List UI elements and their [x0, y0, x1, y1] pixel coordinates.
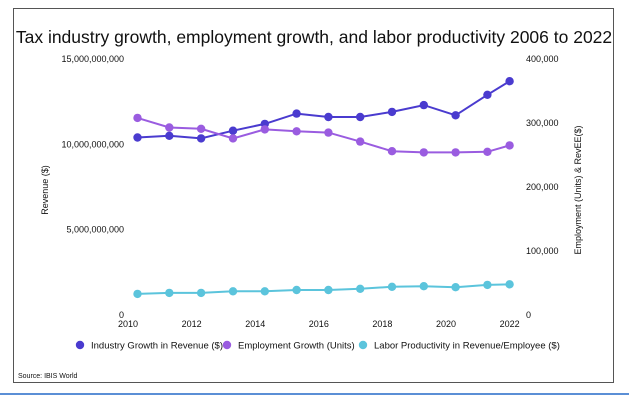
data-point [356, 284, 365, 293]
data-point [324, 112, 333, 122]
data-point [451, 283, 460, 292]
data-point [165, 131, 174, 140]
data-point [292, 109, 301, 118]
right-tick-label: 300,000 [526, 118, 559, 128]
left-tick-label: 0 [119, 310, 124, 320]
x-tick-label: 2020 [436, 319, 456, 329]
right-tick-label: 0 [526, 310, 531, 320]
data-point [356, 112, 365, 122]
x-tick-label: 2012 [182, 319, 202, 329]
right-axis-label: Employment (Units) & RevEE($) [573, 125, 583, 254]
data-point [196, 288, 206, 298]
chart-title: Tax industry growth, employment growth, … [16, 27, 612, 47]
left-tick-label: 15,000,000,000 [61, 54, 124, 64]
bottom-rule [0, 393, 629, 395]
data-point [419, 100, 428, 110]
data-point [133, 113, 142, 123]
data-point [292, 127, 301, 136]
data-point [451, 148, 460, 157]
data-point [505, 280, 514, 289]
data-point [292, 285, 301, 295]
legend-label: Industry Growth in Revenue ($) [91, 341, 223, 352]
series-layer [133, 77, 514, 299]
data-point [228, 126, 238, 135]
data-point [228, 134, 238, 143]
data-point [196, 124, 206, 133]
x-tick-label: 2014 [245, 319, 265, 329]
data-point [165, 288, 174, 298]
x-tick-label: 2016 [309, 319, 329, 329]
data-point [483, 147, 492, 156]
data-point [324, 128, 333, 137]
data-point [324, 285, 333, 295]
x-tick-label: 2022 [500, 319, 520, 329]
data-point [505, 77, 514, 86]
data-point [483, 280, 492, 290]
series-line [137, 116, 510, 154]
data-point [133, 133, 142, 142]
series-2 [133, 113, 514, 157]
legend-marker [358, 340, 368, 350]
data-point [419, 148, 428, 157]
x-tick-label: 2010 [118, 319, 138, 329]
data-point [419, 282, 428, 291]
left-axis-label: Revenue ($) [40, 165, 50, 215]
source-note: Source: IBIS World [18, 373, 78, 380]
data-point [356, 137, 365, 146]
left-axis-ticks: 0 5,000,000,000 10,000,000,000 15,000,000,0… [61, 54, 124, 320]
right-axis-ticks: 0 100,000 200,000 300,000 400,000 [526, 54, 559, 320]
data-point [387, 282, 397, 291]
legend-label: Employment Growth (Units) [238, 341, 355, 352]
data-point [133, 289, 142, 299]
legend-marker [75, 340, 85, 350]
data-point [451, 111, 460, 120]
right-tick-label: 200,000 [526, 182, 559, 192]
data-point [228, 287, 238, 296]
x-tick-label: 2018 [372, 319, 392, 329]
data-point [483, 90, 492, 100]
data-point [505, 141, 514, 150]
left-tick-label: 5,000,000,000 [66, 225, 124, 235]
data-point [260, 125, 269, 134]
data-point [260, 287, 269, 296]
legend-marker [222, 340, 232, 350]
data-point [387, 147, 397, 156]
legend: Industry Growth in Revenue ($) Employment… [75, 340, 560, 352]
data-point [387, 107, 397, 117]
left-tick-label: 10,000,000,000 [61, 139, 124, 149]
series-3 [133, 280, 514, 299]
data-point [196, 134, 206, 143]
data-point [165, 123, 174, 132]
x-axis-ticks: 2010 2012 2014 2016 2018 2020 2022 [118, 319, 520, 329]
legend-item: Labor Productivity in Revenue/Employee (… [358, 340, 560, 352]
right-tick-label: 100,000 [526, 246, 559, 256]
legend-item: Industry Growth in Revenue ($) [75, 340, 223, 352]
legend-item: Employment Growth (Units) [222, 340, 355, 352]
legend-label: Labor Productivity in Revenue/Employee (… [374, 341, 560, 352]
chart-frame [13, 8, 614, 383]
right-tick-label: 400,000 [526, 54, 559, 64]
series-line [137, 80, 511, 140]
